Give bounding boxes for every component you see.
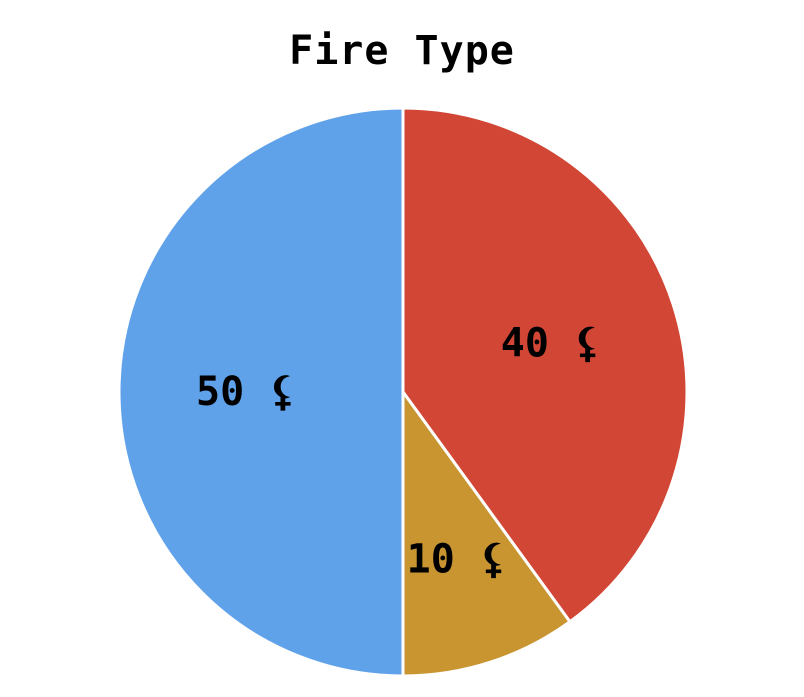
pie-slice-label-0: 40 ⚸	[501, 321, 603, 367]
chart-title: Fire Type	[289, 28, 515, 74]
pie-slice-0	[401, 106, 689, 624]
pie-slice-2	[117, 106, 405, 678]
pie-slice-label-2: 50 ⚸	[196, 369, 298, 415]
pie-slice-1	[401, 390, 572, 678]
pie-slice-label-1: 10 ⚸	[407, 536, 509, 582]
